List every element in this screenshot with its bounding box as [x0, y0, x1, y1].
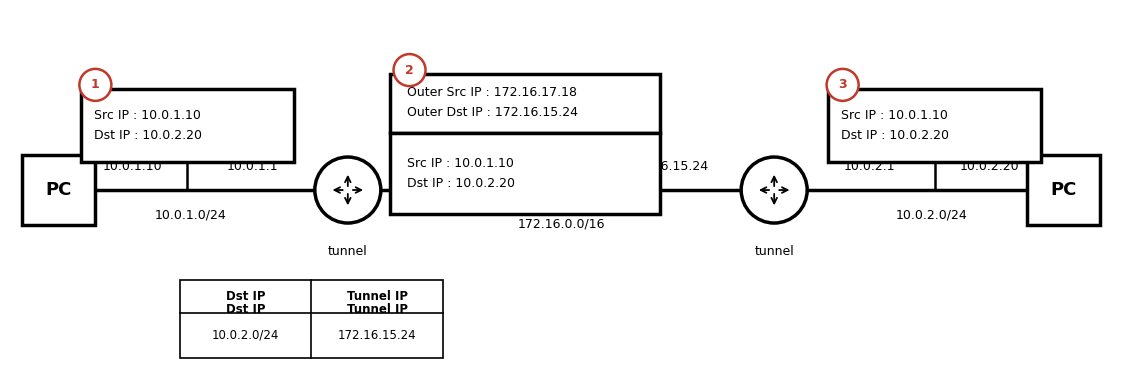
FancyBboxPatch shape [828, 89, 1041, 162]
Text: 10.0.2.20: 10.0.2.20 [959, 161, 1020, 173]
Text: 2: 2 [405, 63, 414, 77]
FancyBboxPatch shape [1027, 155, 1100, 225]
Text: 10.0.2.0/24: 10.0.2.0/24 [212, 329, 279, 342]
Text: 10.0.2.1: 10.0.2.1 [844, 161, 895, 173]
FancyBboxPatch shape [390, 133, 660, 214]
Ellipse shape [394, 54, 425, 86]
Text: 1: 1 [91, 78, 100, 92]
Text: Src IP : 10.0.1.10
Dst IP : 10.0.2.20: Src IP : 10.0.1.10 Dst IP : 10.0.2.20 [406, 157, 515, 190]
FancyBboxPatch shape [81, 89, 294, 162]
FancyBboxPatch shape [180, 280, 443, 358]
Text: 172.16.0.0/16: 172.16.0.0/16 [517, 218, 605, 231]
Text: Dst IP: Dst IP [226, 303, 265, 315]
Text: PC: PC [1050, 181, 1076, 199]
Text: Src IP : 10.0.1.10
Dst IP : 10.0.2.20: Src IP : 10.0.1.10 Dst IP : 10.0.2.20 [840, 109, 949, 142]
Text: Tunnel IP: Tunnel IP [347, 303, 407, 315]
Text: 10.0.1.1: 10.0.1.1 [227, 161, 278, 173]
FancyBboxPatch shape [390, 74, 660, 133]
Text: Src IP : 10.0.1.10
Dst IP : 10.0.2.20: Src IP : 10.0.1.10 Dst IP : 10.0.2.20 [93, 109, 202, 142]
Text: 10.0.1.10: 10.0.1.10 [102, 161, 163, 173]
Text: 172.16.17.18: 172.16.17.18 [419, 161, 502, 173]
Text: PC: PC [46, 181, 72, 199]
Text: 172.16.15.24: 172.16.15.24 [626, 161, 709, 173]
Ellipse shape [742, 157, 807, 223]
FancyBboxPatch shape [22, 155, 95, 225]
Text: tunnel: tunnel [754, 245, 794, 258]
Text: 10.0.2.0/24: 10.0.2.0/24 [895, 208, 967, 221]
Text: tunnel: tunnel [328, 245, 368, 258]
Text: 172.16.15.24: 172.16.15.24 [338, 329, 416, 342]
Text: 10.0.1.0/24: 10.0.1.0/24 [155, 208, 227, 221]
Ellipse shape [80, 69, 111, 101]
Ellipse shape [315, 157, 380, 223]
Text: Outer Src IP : 172.16.17.18
Outer Dst IP : 172.16.15.24: Outer Src IP : 172.16.17.18 Outer Dst IP… [406, 86, 578, 118]
Text: Tunnel IP: Tunnel IP [347, 290, 407, 303]
Text: Dst IP: Dst IP [226, 290, 265, 303]
Text: 3: 3 [838, 78, 847, 92]
Ellipse shape [827, 69, 858, 101]
